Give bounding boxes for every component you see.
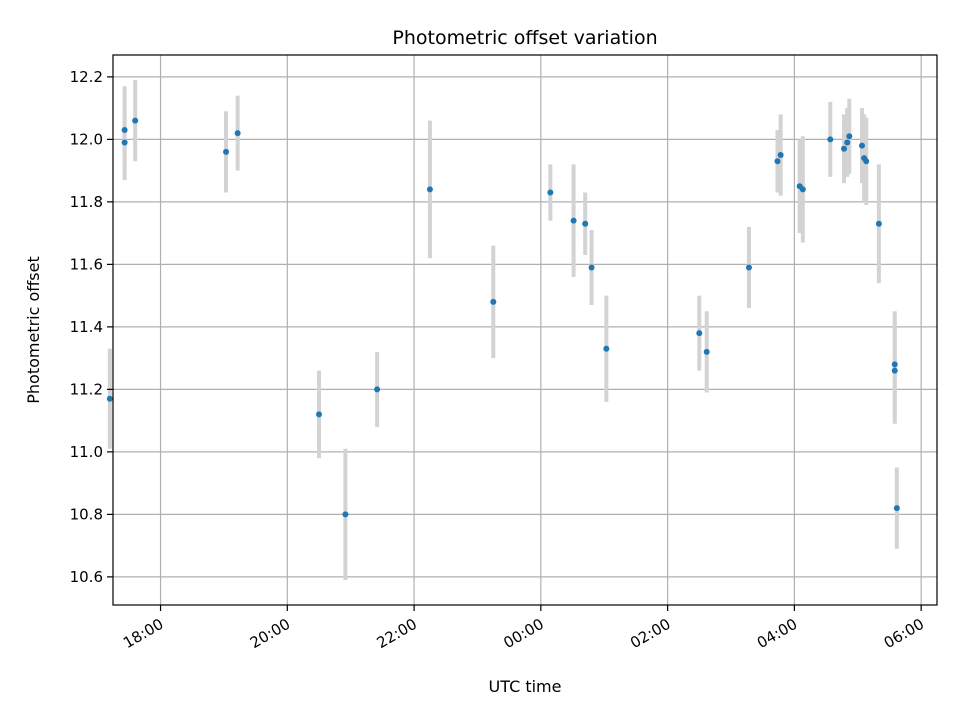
x-tick-label: 04:00 [754,615,800,652]
y-tick-label: 11.4 [70,318,103,336]
chart-title: Photometric offset variation [392,27,657,49]
x-axis-label: UTC time [489,677,562,696]
data-point [799,186,806,193]
data-point [547,189,554,196]
y-tick-label: 11.0 [70,443,103,461]
data-point [777,152,784,158]
y-tick-label: 11.6 [70,255,103,273]
y-tick-label: 12.0 [70,130,103,148]
y-axis-ticks: 10.6 10.8 11.0 11.2 11.4 11.6 11.8 12.0 12.2 [70,68,113,586]
y-tick-label: 11.8 [70,193,103,211]
data-point [490,298,497,305]
y-axis-label: Photometric offset [24,256,43,404]
data-point [603,345,610,352]
x-axis-ticks: 18:00 20:00 22:00 00:00 02:00 04:00 06:00 [120,605,927,652]
x-tick-label: 00:00 [500,615,546,652]
x-tick-label: 02:00 [627,615,673,652]
data-point [844,139,851,146]
data-point [841,145,848,152]
x-tick-label: 22:00 [374,615,420,652]
data-point [582,220,589,227]
data-point [588,264,595,271]
x-tick-label: 18:00 [120,615,166,652]
data-point [774,158,781,165]
y-tick-label: 12.2 [70,68,103,86]
data-point [426,186,433,193]
data-point [893,505,900,512]
data-point [846,133,853,140]
y-tick-label: 10.6 [70,568,103,586]
data-points [106,117,900,518]
y-tick-label: 11.2 [70,380,103,398]
data-point [570,217,577,224]
data-point [863,158,870,165]
data-point [696,330,703,337]
y-tick-label: 10.8 [70,505,103,523]
data-point [891,361,898,368]
data-point [342,511,349,518]
data-point [234,130,241,137]
data-point [223,148,230,155]
data-point [703,348,710,355]
data-point [827,136,834,143]
data-point [121,139,128,146]
data-point [106,395,113,402]
data-point [745,264,752,271]
data-point [858,142,865,149]
data-point [121,127,128,133]
plot-frame [112,54,938,606]
data-point [316,411,322,418]
data-point [132,117,139,124]
data-point [875,220,882,227]
x-tick-label: 20:00 [247,615,293,652]
x-tick-label: 06:00 [881,615,927,652]
data-point [891,367,898,374]
data-point [374,386,381,393]
